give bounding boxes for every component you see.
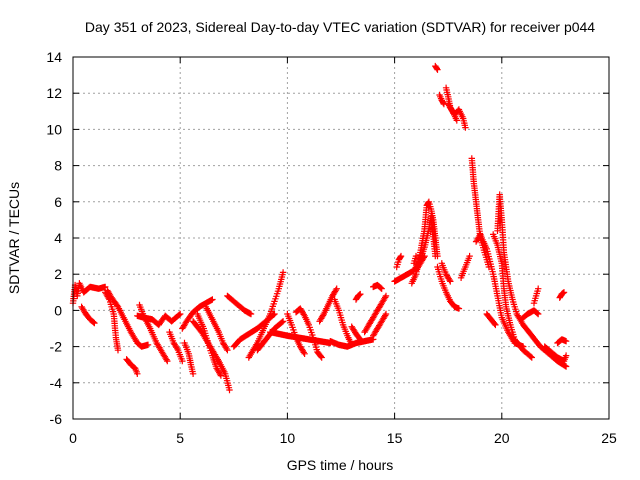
data-track-27 bbox=[370, 310, 390, 339]
data-track-45 bbox=[517, 307, 542, 323]
data-track-46 bbox=[530, 285, 542, 307]
data-track-32 bbox=[412, 252, 428, 274]
x-tick-label: 25 bbox=[601, 430, 617, 446]
y-tick-label: -4 bbox=[50, 375, 63, 391]
data-track-23 bbox=[348, 323, 364, 343]
x-tick-label: 10 bbox=[280, 430, 296, 446]
x-tick-label: 20 bbox=[494, 430, 510, 446]
data-track-26 bbox=[370, 281, 385, 292]
data-track-25 bbox=[361, 292, 390, 336]
axis-ticks bbox=[72, 56, 610, 420]
data-track-11 bbox=[194, 310, 225, 379]
data-track-49 bbox=[556, 289, 568, 301]
data-track-12 bbox=[202, 303, 231, 354]
data-track-24 bbox=[352, 290, 364, 303]
data-track-34 bbox=[436, 91, 448, 108]
data-track-33 bbox=[432, 62, 441, 73]
data-track-48 bbox=[554, 336, 570, 347]
data-track-20 bbox=[316, 285, 340, 325]
y-tick-label: 14 bbox=[46, 49, 62, 65]
data-track-31 bbox=[410, 252, 420, 267]
data-track-8 bbox=[179, 296, 216, 332]
chart-title: Day 351 of 2023, Sidereal Day-to-day VTE… bbox=[85, 19, 595, 35]
x-tick-label: 5 bbox=[176, 430, 184, 446]
y-axis-label: SDTVAR / TECUs bbox=[6, 182, 22, 294]
data-track-19 bbox=[292, 305, 325, 361]
data-track-47 bbox=[541, 343, 570, 365]
data-track-21 bbox=[331, 296, 355, 348]
x-tick-label: 0 bbox=[69, 430, 77, 446]
y-tick-label: 8 bbox=[54, 158, 62, 174]
data-track-29 bbox=[393, 252, 405, 271]
data-track-6 bbox=[136, 301, 171, 365]
data-track-22 bbox=[327, 336, 377, 350]
y-tick-label: -6 bbox=[50, 411, 63, 427]
x-tick-labels: 0 5 10 15 20 25 bbox=[69, 430, 617, 446]
y-tick-label: -2 bbox=[50, 339, 63, 355]
data-track-18 bbox=[284, 310, 308, 357]
data-track-44 bbox=[483, 310, 499, 329]
data-track-38 bbox=[438, 260, 454, 285]
data-track-4 bbox=[123, 356, 141, 377]
data-track-36 bbox=[445, 100, 460, 124]
y-tick-label: 0 bbox=[54, 302, 62, 318]
y-tick-label: 6 bbox=[54, 194, 62, 210]
data-track-3 bbox=[104, 287, 152, 350]
y-tick-labels: -6 -4 -2 0 2 4 6 8 10 12 14 bbox=[46, 49, 62, 427]
y-tick-label: 2 bbox=[54, 266, 62, 282]
y-tick-label: 12 bbox=[46, 85, 62, 101]
data-track-37 bbox=[434, 263, 463, 312]
data-track-13 bbox=[224, 292, 255, 318]
data-track-42 bbox=[490, 231, 535, 361]
x-axis-label: GPS time / hours bbox=[287, 457, 394, 473]
data-track-9 bbox=[181, 339, 197, 377]
data-track-15 bbox=[245, 269, 287, 361]
x-tick-label: 15 bbox=[387, 430, 403, 446]
y-tick-label: 10 bbox=[46, 121, 62, 137]
y-tick-label: 4 bbox=[54, 230, 62, 246]
data-track-1 bbox=[78, 303, 98, 327]
data-series-sdtvar bbox=[69, 62, 570, 394]
data-track-7 bbox=[166, 328, 186, 365]
data-track-39 bbox=[457, 252, 473, 281]
data-track-43 bbox=[494, 191, 570, 370]
